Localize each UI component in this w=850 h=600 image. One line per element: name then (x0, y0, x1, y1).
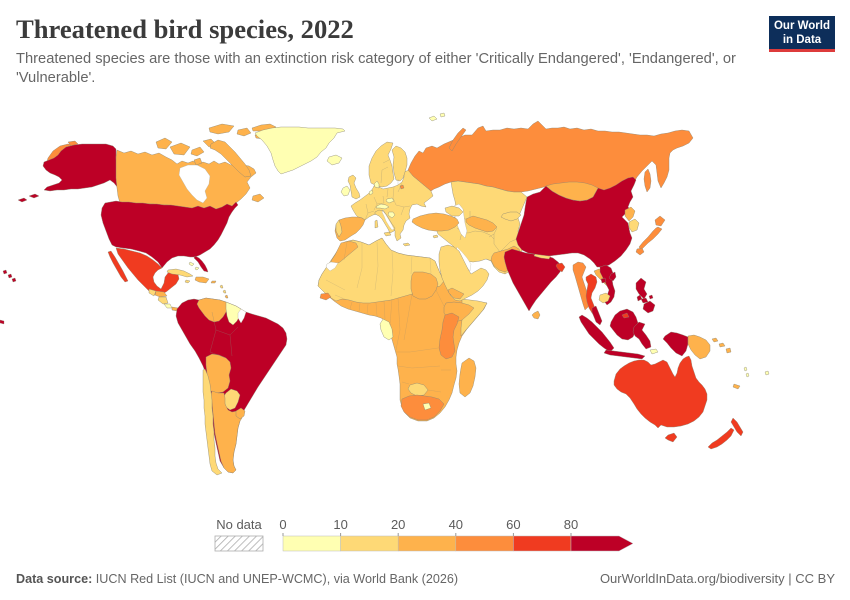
svg-text:No data: No data (216, 517, 262, 532)
svg-text:40: 40 (449, 517, 463, 532)
svg-text:20: 20 (391, 517, 405, 532)
svg-text:0: 0 (279, 517, 286, 532)
svg-text:10: 10 (333, 517, 347, 532)
svg-text:60: 60 (506, 517, 520, 532)
svg-text:80: 80 (564, 517, 578, 532)
